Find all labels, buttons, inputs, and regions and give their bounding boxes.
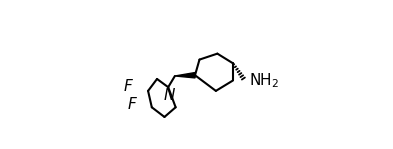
Polygon shape [175,73,195,78]
Text: NH$_2$: NH$_2$ [249,71,279,90]
Text: F: F [127,97,136,112]
Text: F: F [124,79,133,94]
Text: N: N [163,88,174,103]
